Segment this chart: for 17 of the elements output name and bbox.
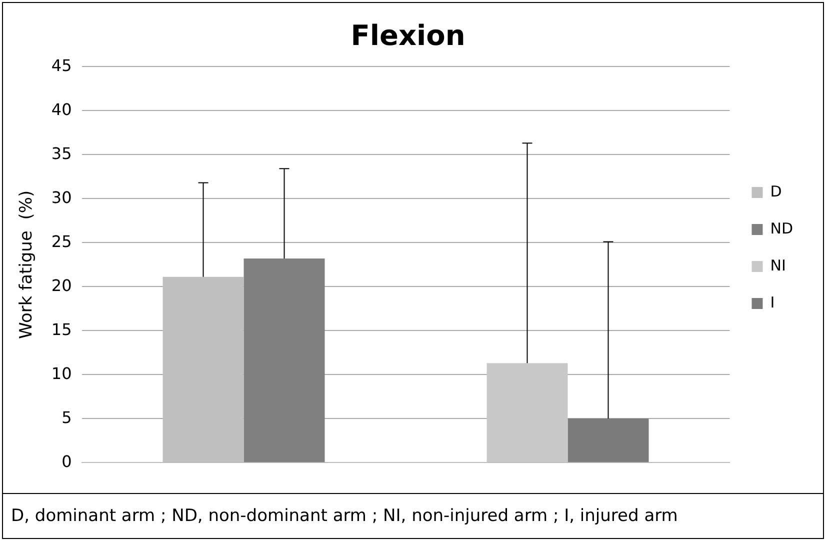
y-tick-label: 10 (51, 364, 72, 383)
chart-title: Flexion (350, 19, 466, 52)
text: D, dominant arm ; ND, non-dominant arm ; NI, non-injured arm ; I, injured arm (3, 493, 823, 538)
y-tick-label: 40 (51, 100, 72, 119)
y-tick-label: 20 (51, 276, 72, 295)
y-tick-label: 0 (62, 452, 72, 471)
legend-label: NI (770, 256, 786, 274)
legend-label: I (770, 293, 775, 312)
legend-label: D (770, 182, 782, 200)
y-tick-label: 35 (51, 144, 72, 163)
y-tick-label: 5 (62, 408, 72, 427)
y-tick-label: 45 (51, 56, 72, 75)
y-tick-label: 15 (51, 320, 72, 339)
y-axis-title: Work fatigue (%) (16, 190, 37, 339)
y-tick-label: 25 (51, 232, 72, 251)
y-tick-label: 30 (51, 188, 72, 207)
legend-label: ND (770, 219, 794, 238)
